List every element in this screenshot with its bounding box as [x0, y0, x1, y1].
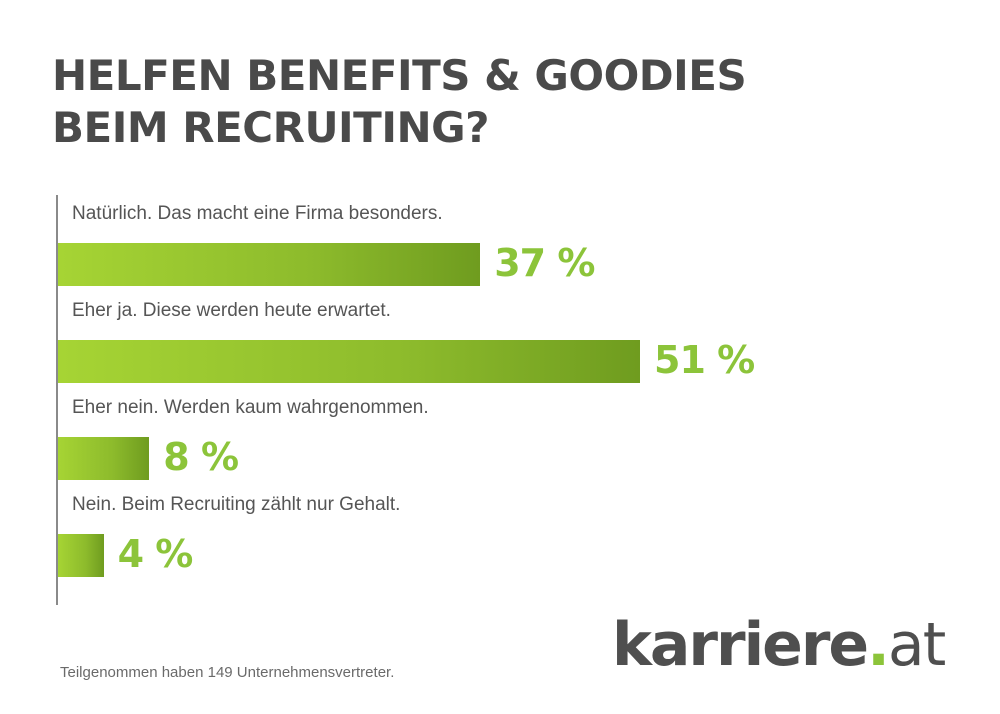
category-label: Eher nein. Werden kaum wahrgenommen.	[72, 397, 429, 418]
logo-tld: at	[887, 610, 946, 680]
category-label: Eher ja. Diese werden heute erwartet.	[72, 300, 391, 321]
brand-logo: karriere.at	[612, 605, 946, 685]
bar-value-label: 37 %	[494, 241, 595, 285]
chart-axis-line	[56, 195, 58, 605]
bar	[58, 437, 150, 480]
logo-dot: .	[867, 610, 890, 680]
bar-value-label: 4 %	[117, 532, 194, 576]
footnote: Teilgenommen haben 149 Unternehmensvertr…	[60, 664, 395, 681]
logo-name: karriere	[612, 610, 869, 680]
category-label: Natürlich. Das macht eine Firma besonder…	[72, 203, 443, 224]
bar-value-label: 8 %	[163, 435, 239, 479]
bar-value-label: 51 %	[654, 338, 755, 382]
bar	[58, 340, 640, 383]
bar	[58, 534, 104, 577]
chart-title-line-1: HELFEN BENEFITS & GOODIES	[52, 51, 747, 100]
bar	[58, 243, 481, 286]
chart-title-line-2: BEIM RECRUITING?	[52, 103, 489, 152]
chart-title: HELFEN BENEFITS & GOODIES BEIM RECRUITIN…	[52, 50, 747, 154]
category-label: Nein. Beim Recruiting zählt nur Gehalt.	[72, 494, 401, 515]
